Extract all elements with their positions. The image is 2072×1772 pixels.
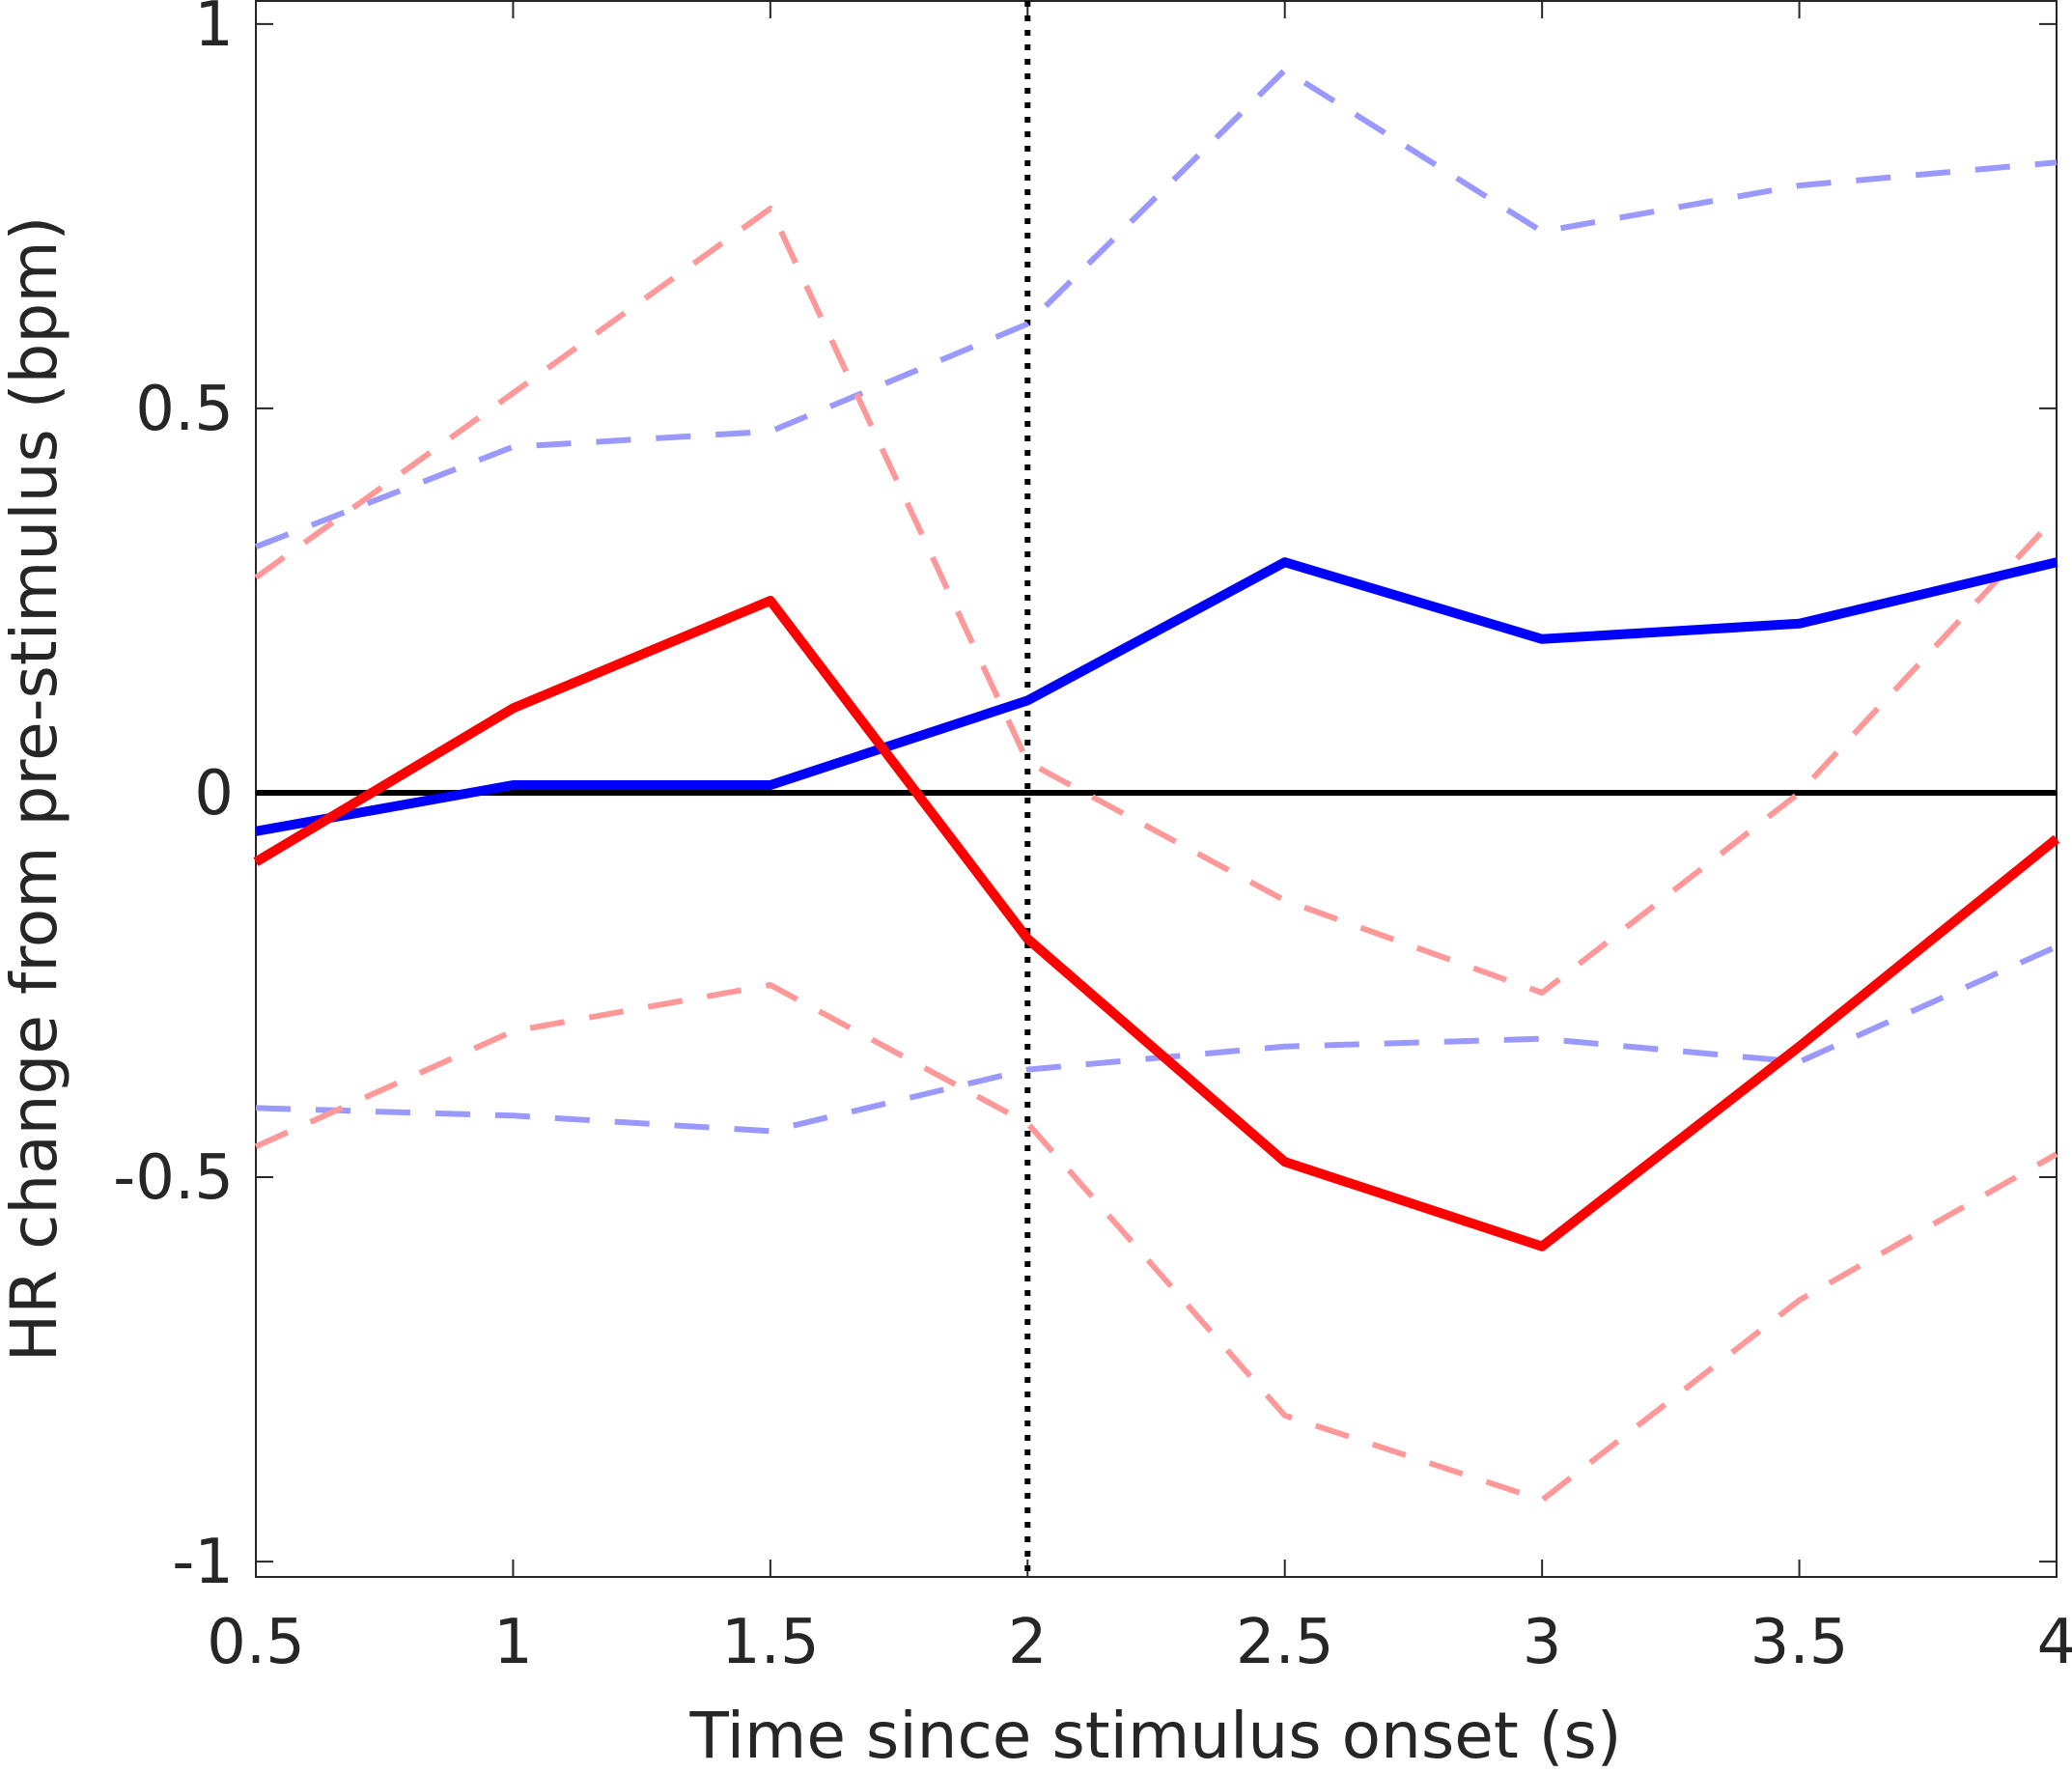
series-line-red-mean bbox=[253, 596, 2060, 1252]
y-tick-label: 0 bbox=[194, 758, 234, 830]
x-axis-ticks bbox=[255, 1, 2058, 1577]
plot-frame bbox=[255, 0, 2058, 1578]
series-line-blue-lower-bound bbox=[255, 943, 2058, 1135]
x-tick-label: 3.5 bbox=[1750, 1607, 1849, 1678]
series-line-red-lower-bound bbox=[254, 982, 2058, 1504]
x-tick-label: 2 bbox=[1008, 1607, 1048, 1678]
x-tick-label: 1.5 bbox=[721, 1607, 820, 1678]
x-tick-label: 2.5 bbox=[1236, 1607, 1334, 1678]
x-axis-tick-labels: 0.5 1 1.5 2 2.5 3 3.5 4 bbox=[207, 1607, 2072, 1678]
y-axis-label: HR change from pre-stimulus (bpm) bbox=[0, 216, 71, 1363]
y-tick-label: 1 bbox=[194, 0, 234, 61]
x-tick-label: 4 bbox=[2037, 1607, 2072, 1678]
series-line-blue-mean bbox=[255, 557, 2058, 836]
reference-lines bbox=[256, 1, 2057, 1577]
y-axis-tick-labels: -1 -0.5 0 0.5 1 bbox=[113, 0, 234, 1598]
y-tick-label: -1 bbox=[172, 1527, 234, 1598]
series-line-red-upper-bound bbox=[254, 205, 2059, 996]
x-axis-label: Time since stimulus onset (s) bbox=[688, 1699, 1621, 1772]
series-line-blue-upper-bound bbox=[254, 67, 2058, 549]
y-tick-label: -0.5 bbox=[113, 1142, 234, 1214]
y-tick-label: 0.5 bbox=[135, 374, 234, 445]
plot-area bbox=[253, 0, 2060, 1578]
x-tick-label: 3 bbox=[1523, 1607, 1562, 1678]
x-tick-label: 1 bbox=[493, 1607, 533, 1678]
x-tick-label: 0.5 bbox=[207, 1607, 305, 1678]
series-lines bbox=[253, 67, 2060, 1504]
